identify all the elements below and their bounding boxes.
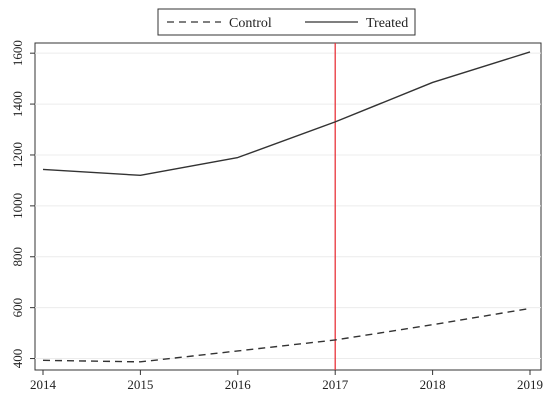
gridlines (35, 52, 541, 360)
legend-box (157, 8, 416, 36)
x-tick-label-2017: 2017 (322, 377, 349, 392)
x-tick-label-2015: 2015 (127, 377, 153, 392)
x-axis: 2014 2015 2016 2017 2018 2019 (30, 370, 543, 392)
y-axis: 400 600 800 1000 1200 1400 1600 (10, 40, 35, 368)
x-tick-label-2016: 2016 (225, 377, 252, 392)
y-tick-label-800: 800 (10, 247, 25, 267)
x-tick-label-2014: 2014 (30, 377, 57, 392)
y-tick-label-1000: 1000 (10, 193, 25, 219)
y-tick-label-1600: 1600 (10, 40, 25, 66)
series-line-treated (42, 51, 531, 177)
x-tick-label-2018: 2018 (420, 377, 446, 392)
y-tick-label-1200: 1200 (10, 142, 25, 168)
plot-area (34, 42, 542, 371)
y-tick-label-600: 600 (10, 298, 25, 318)
series-lines (42, 51, 531, 363)
series-line-control (42, 307, 531, 363)
y-tick-label-400: 400 (10, 349, 25, 369)
x-tick-label-2019: 2019 (517, 377, 543, 392)
legend-label-treated: Treated (366, 16, 408, 31)
legend: Control Treated (157, 8, 416, 36)
y-tick-label-1400: 1400 (10, 91, 25, 117)
legend-label-control: Control (229, 16, 272, 31)
